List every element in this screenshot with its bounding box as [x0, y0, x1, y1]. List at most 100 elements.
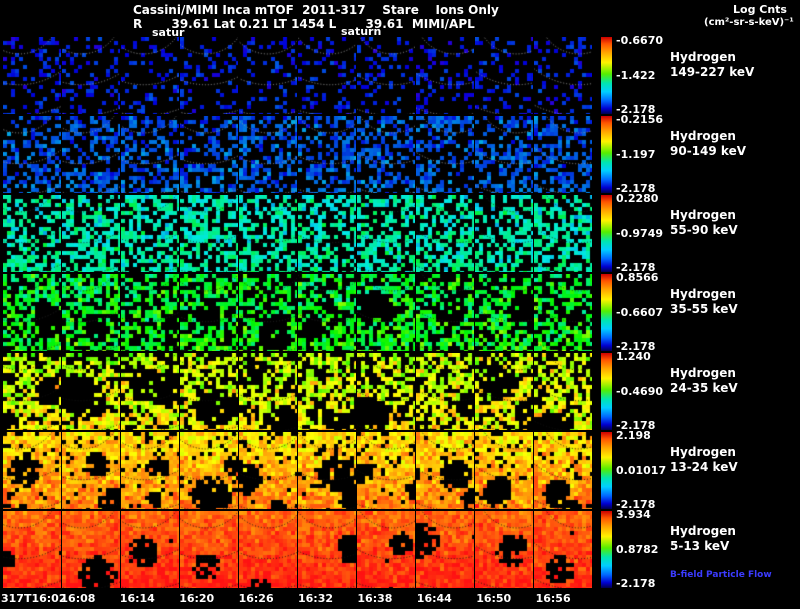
- energy-row: 3.934 0.8782 -2.178 Hydrogen 5-13 keV B-…: [3, 508, 790, 590]
- inca-image-panel: [475, 511, 533, 588]
- inca-image-panel: [416, 37, 474, 114]
- inca-image-panel: [298, 432, 356, 509]
- inca-image-panel: [357, 353, 415, 430]
- inca-image-panel: [416, 116, 474, 193]
- page-title: Cassini/MIMI Inca mTOF 2011-317 Stare Io…: [133, 3, 499, 17]
- colorbar-min-label: -2.178: [616, 498, 656, 511]
- time-axis-label: 16:08: [60, 592, 96, 605]
- inca-image-panel: [62, 432, 120, 509]
- inca-image-panel: [416, 274, 474, 351]
- inca-image-panel: [62, 511, 120, 588]
- row-label: Hydrogen 13-24 keV: [670, 432, 790, 509]
- colorbar-labels: 0.8566 -0.6607 -2.178: [616, 271, 663, 353]
- colorbar-units-title: Log Cnts: [733, 3, 787, 16]
- colorbar: [601, 195, 612, 272]
- inca-image-panel: [180, 511, 238, 588]
- colorbar-min-label: -2.178: [616, 340, 656, 353]
- colorbar: [601, 274, 612, 351]
- inca-image-panel: [62, 37, 120, 114]
- inca-image-panel: [416, 432, 474, 509]
- inca-image-panel: [298, 195, 356, 272]
- time-axis-label: 16:44: [416, 592, 452, 605]
- row-label: Hydrogen 149-227 keV: [670, 37, 790, 114]
- energy-row: 0.8566 -0.6607 -2.178 Hydrogen 35-55 keV: [3, 271, 790, 353]
- time-axis-label: 16:56: [535, 592, 571, 605]
- inca-image-panel: [3, 116, 61, 193]
- colorbar-mid-label: -1.422: [616, 69, 656, 82]
- inca-image-panel: [121, 37, 179, 114]
- inca-image-panel: [62, 274, 120, 351]
- inca-image-panel: [62, 195, 120, 272]
- inca-image-panel: [239, 432, 297, 509]
- colorbar-mid-label: 0.8782: [616, 543, 659, 556]
- inca-image-panel: [62, 116, 120, 193]
- colorbar: [601, 116, 612, 193]
- inca-image-panel: [357, 37, 415, 114]
- energy-band-label: 24-35 keV: [670, 381, 738, 395]
- inca-image-panel: [475, 37, 533, 114]
- colorbar-labels: -0.2156 -1.197 -2.178: [616, 113, 664, 195]
- energy-band-label: 55-90 keV: [670, 223, 738, 237]
- colorbar: [601, 511, 612, 588]
- colorbar-labels: 1.240 -0.4690 -2.178: [616, 350, 663, 432]
- energy-band-label: 5-13 keV: [670, 539, 730, 553]
- time-axis-label: 16:50: [476, 592, 512, 605]
- time-axis-label: 16:38: [357, 592, 393, 605]
- colorbar-max-label: 0.2280: [616, 192, 659, 205]
- inca-image-panel: [3, 353, 61, 430]
- inca-image-panel: [357, 116, 415, 193]
- inca-image-panel: [298, 274, 356, 351]
- inca-image-panel: [534, 116, 592, 193]
- inca-image-panel: [298, 511, 356, 588]
- colorbar-max-label: 1.240: [616, 350, 651, 363]
- inca-image-panel: [3, 432, 61, 509]
- colorbar-min-label: -2.178: [616, 577, 656, 590]
- colorbar-labels: 3.934 0.8782 -2.178: [616, 508, 660, 590]
- inca-image-panel: [475, 274, 533, 351]
- species-label: Hydrogen: [670, 50, 736, 64]
- colorbar: [601, 432, 612, 509]
- colorbar-min-label: -2.178: [616, 182, 656, 195]
- panel-strip: [3, 511, 592, 588]
- inca-image-panel: [475, 195, 533, 272]
- panel-strip: [3, 37, 592, 114]
- colorbar-max-label: 0.8566: [616, 271, 659, 284]
- energy-band-label: 149-227 keV: [670, 65, 755, 79]
- inca-image-panel: [180, 432, 238, 509]
- inca-image-panel: [180, 353, 238, 430]
- inca-image-panel: [3, 37, 61, 114]
- inca-image-panel: [475, 353, 533, 430]
- spacecraft-position-readout: R 39.61 Lat 0.21 LT 1454 L 39.61 MIMI/AP…: [133, 17, 475, 31]
- inca-image-panel: [416, 353, 474, 430]
- time-axis: 317T16:02 16:08 16:14 16:20 16:26 16:32 16:38 1…: [0, 592, 800, 607]
- row-label: Hydrogen 24-35 keV: [670, 353, 790, 430]
- species-label: Hydrogen: [670, 445, 736, 459]
- inca-image-panel: [475, 116, 533, 193]
- species-label: Hydrogen: [670, 366, 736, 380]
- inca-image-panel: [121, 353, 179, 430]
- inca-image-panel: [239, 116, 297, 193]
- time-axis-label: 16:20: [179, 592, 215, 605]
- inca-image-panel: [239, 274, 297, 351]
- colorbar-mid-label: -0.9749: [616, 227, 664, 240]
- inca-image-panel: [239, 511, 297, 588]
- inca-image-panel: [62, 353, 120, 430]
- species-label: Hydrogen: [670, 129, 736, 143]
- colorbar-labels: -0.6670 -1.422 -2.178: [616, 34, 663, 116]
- species-label: Hydrogen: [670, 208, 736, 222]
- inca-image-panel: [180, 116, 238, 193]
- inca-image-panel: [121, 511, 179, 588]
- colorbar-min-label: -2.178: [616, 103, 656, 116]
- inca-image-panel: [180, 274, 238, 351]
- inca-image-panel: [357, 511, 415, 588]
- inca-image-panel: [239, 37, 297, 114]
- inca-image-panel: [121, 432, 179, 509]
- colorbar-max-label: 2.198: [616, 429, 651, 442]
- inca-image-panel: [475, 432, 533, 509]
- saturn-marker-right: saturn: [341, 25, 382, 38]
- colorbar-min-label: -2.178: [616, 261, 656, 274]
- colorbar-max-label: -0.2156: [616, 113, 664, 126]
- time-axis-label: 317T16:02: [1, 592, 67, 605]
- colorbar: [601, 37, 612, 114]
- inca-image-panel: [3, 511, 61, 588]
